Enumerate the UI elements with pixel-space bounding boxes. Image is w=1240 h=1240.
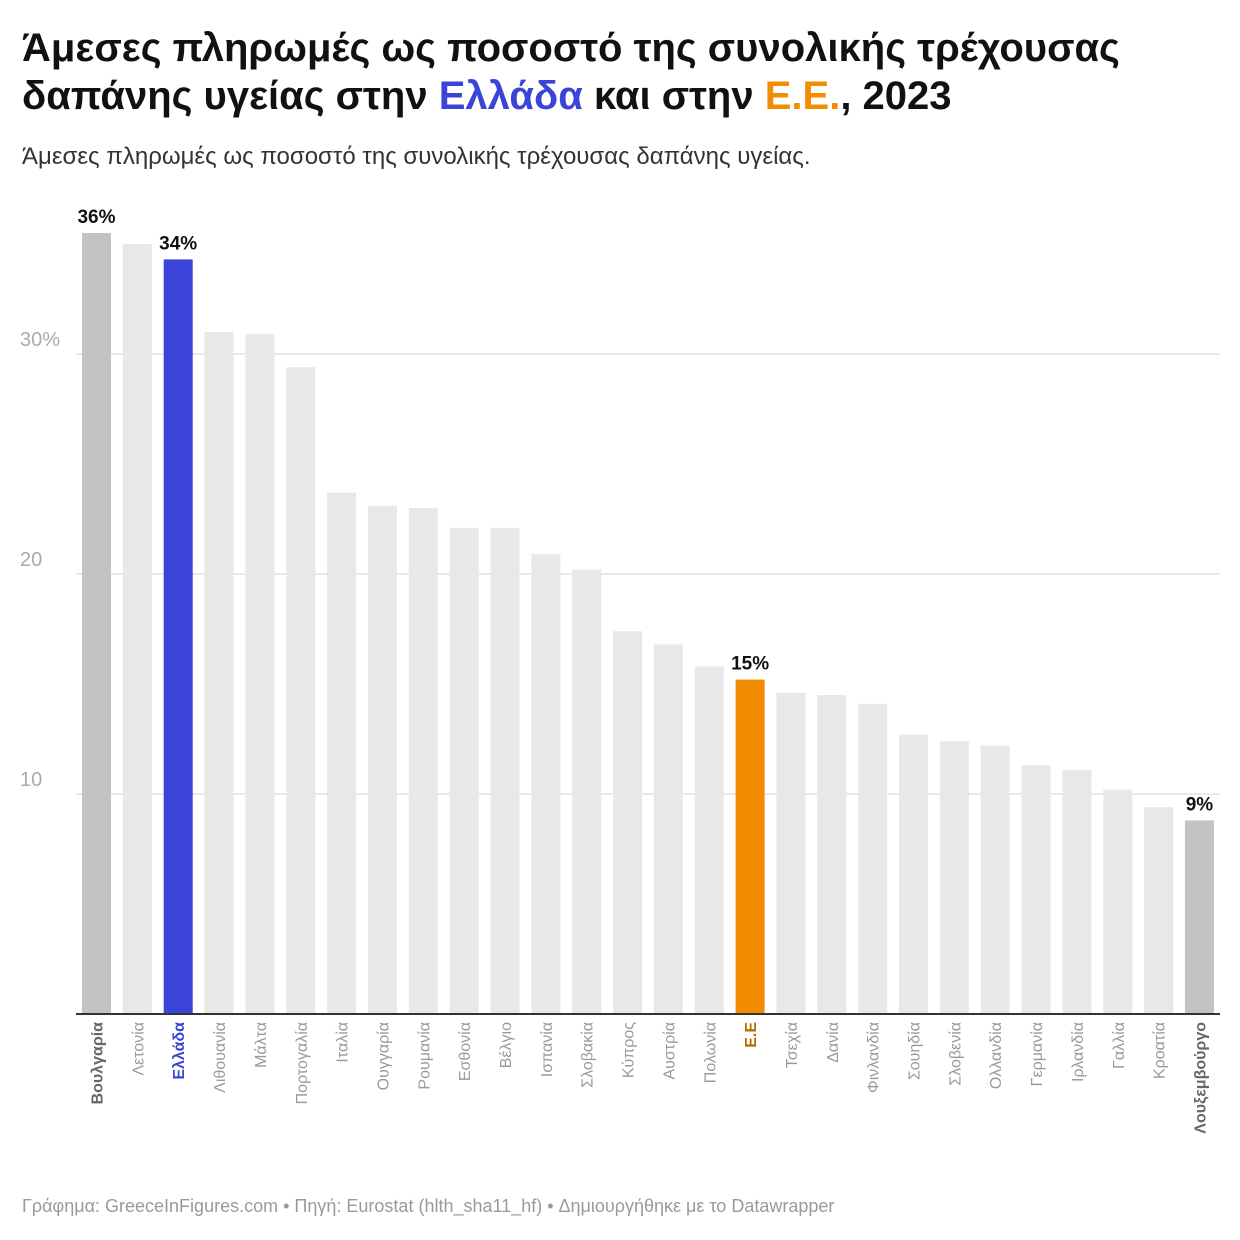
- category-label: Εσθονία: [457, 1022, 474, 1081]
- bar: [163, 259, 193, 1014]
- chart-subtitle: Άμεσες πληρωμές ως ποσοστό της συνολικής…: [22, 143, 811, 170]
- bar: [1184, 820, 1214, 1014]
- bar: [1021, 765, 1051, 1014]
- title-part2: και στην: [582, 74, 765, 118]
- category-label: Βέλγιο: [498, 1022, 515, 1068]
- bar: [939, 741, 969, 1014]
- title-eu: Ε.Ε.: [764, 74, 841, 118]
- bar: [327, 492, 357, 1015]
- bar: [449, 527, 479, 1014]
- bar: [1062, 769, 1092, 1014]
- value-label: 36%: [77, 207, 115, 228]
- title-part1: Άμεσες πληρωμές ως ποσοστό της συνολικής…: [22, 26, 1120, 118]
- title-part3: , 2023: [840, 74, 952, 118]
- category-label: Κύπρος: [621, 1022, 638, 1078]
- category-label: Σλοβακία: [580, 1022, 597, 1088]
- category-label: Ισπανία: [539, 1022, 556, 1077]
- bar: [408, 508, 438, 1014]
- category-label: Μάλτα: [253, 1022, 270, 1068]
- bar: [613, 631, 643, 1014]
- bar: [204, 332, 234, 1014]
- category-label: Ελλάδα: [171, 1022, 188, 1080]
- chart-footer: Γράφημα: GreeceInFigures.com • Πηγή: Eur…: [22, 1196, 835, 1216]
- bar: [490, 527, 520, 1014]
- y-tick-label: 10: [20, 769, 42, 791]
- bar: [286, 367, 316, 1014]
- category-label: Γαλλία: [1111, 1022, 1128, 1069]
- value-label: 34%: [159, 233, 197, 254]
- category-label: Ιρλανδία: [1070, 1022, 1087, 1082]
- category-label: Λετονία: [130, 1022, 147, 1076]
- category-label: Κροατία: [1152, 1022, 1169, 1079]
- value-label: 9%: [1186, 794, 1214, 815]
- value-label: 15%: [731, 654, 769, 675]
- bar: [776, 692, 806, 1014]
- category-label: Τσεχία: [784, 1022, 801, 1068]
- bar: [899, 734, 928, 1014]
- category-label: Σλοβενία: [947, 1022, 964, 1086]
- bar: [653, 644, 683, 1014]
- bar: [245, 334, 275, 1014]
- category-label: Βουλγαρία: [90, 1022, 107, 1105]
- category-label: Ιταλία: [335, 1022, 352, 1063]
- bar: [858, 703, 888, 1014]
- bar: [531, 554, 561, 1014]
- category-label: Φινλανδία: [866, 1022, 883, 1093]
- bar: [572, 569, 602, 1014]
- category-label: Λουξεμβούργο: [1192, 1022, 1209, 1134]
- y-tick-label: 30%: [20, 329, 60, 351]
- bar: [1144, 807, 1174, 1014]
- y-tick-label: 20: [20, 549, 42, 571]
- category-label: Δανία: [825, 1022, 842, 1063]
- bar: [817, 695, 847, 1014]
- category-label: Ουγγαρία: [375, 1022, 392, 1090]
- category-label: Γερμανία: [1029, 1022, 1046, 1086]
- bar: [82, 233, 111, 1014]
- category-label: Λιθουανία: [212, 1022, 229, 1093]
- bar: [367, 505, 397, 1014]
- category-label: Πορτογαλία: [294, 1022, 311, 1104]
- category-label: Ολλανδία: [988, 1022, 1005, 1089]
- category-label: Ρουμανία: [416, 1022, 433, 1090]
- category-label: Αυστρία: [661, 1022, 678, 1080]
- bar: [980, 745, 1010, 1014]
- bar: [694, 666, 724, 1014]
- title-greece: Ελλάδα: [438, 74, 583, 118]
- bars: [82, 233, 1214, 1015]
- bar: [122, 244, 152, 1014]
- category-label: Πολωνία: [702, 1022, 719, 1083]
- category-label: Σουηδία: [907, 1022, 924, 1080]
- labels: 36% Βουλγαρία Λετονία 34% Ελλάδα Λιθουανία Μάλ…: [77, 207, 1213, 1134]
- bar: [1103, 789, 1133, 1014]
- bar: [735, 679, 765, 1014]
- category-label: Ε.Ε: [743, 1022, 760, 1048]
- chart-title: Άμεσες πληρωμές ως ποσοστό της συνολικής…: [22, 24, 1222, 120]
